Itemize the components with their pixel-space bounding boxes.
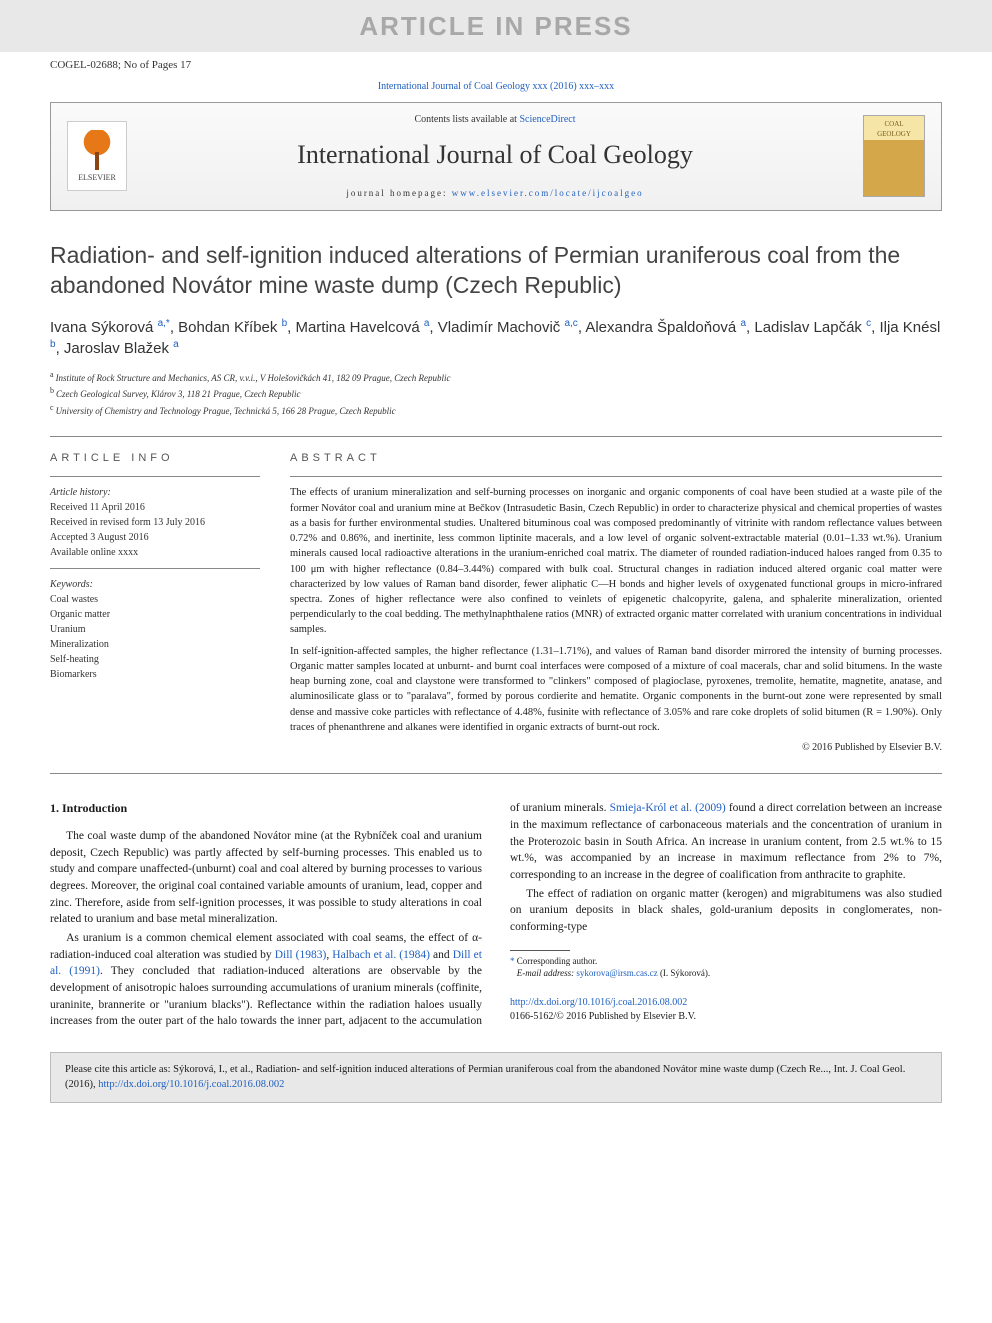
keyword-item: Biomarkers [50,667,260,682]
keyword-item: Organic matter [50,607,260,622]
affiliation-line: a Institute of Rock Structure and Mechan… [50,369,942,386]
corr-label: Corresponding author. [517,956,598,966]
abstract-copyright: © 2016 Published by Elsevier B.V. [290,741,942,756]
author-affiliation-marker: a [424,318,430,329]
elsevier-logo-label: ELSEVIER [78,172,116,183]
doi-link[interactable]: http://dx.doi.org/10.1016/j.coal.2016.08… [510,997,687,1008]
author-affiliation-marker: a [173,339,179,350]
cite-doi-link[interactable]: http://dx.doi.org/10.1016/j.coal.2016.08… [98,1079,284,1090]
journal-reference-link[interactable]: International Journal of Coal Geology xx… [378,81,614,92]
author-affiliation-marker: a [740,318,746,329]
divider-top [50,436,942,437]
email-label: E-mail address: [517,968,574,978]
author-affiliation-marker: a,c [564,318,577,329]
intro-p3: The effect of radiation on organic matte… [510,886,942,936]
keyword-item: Coal wastes [50,592,260,607]
cite-halbach-1984[interactable]: Halbach et al. (1984) [332,949,430,961]
sciencedirect-link[interactable]: ScienceDirect [519,114,575,125]
abstract-text: The effects of uranium mineralization an… [290,485,942,755]
history-label: Article history: [50,485,260,500]
affiliation-line: c University of Chemistry and Technology… [50,402,942,419]
author-affiliation-marker: b [50,339,56,350]
journal-title: International Journal of Coal Geology [127,137,863,173]
keywords-label: Keywords: [50,577,260,592]
article-info-heading: ARTICLE INFO [50,451,260,466]
corresponding-author-footnote: * Corresponding author. E-mail address: … [510,955,942,980]
footnote-divider [510,950,570,951]
journal-header-box: ELSEVIER Contents lists available at Sci… [50,102,942,211]
author: Vladimír Machovič a,c [438,319,578,336]
abstract-p1: The effects of uranium mineralization an… [290,485,942,637]
keyword-item: Self-heating [50,652,260,667]
article-in-press-watermark: ARTICLE IN PRESS [0,0,992,52]
keyword-item: Mineralization [50,637,260,652]
journal-cover-thumbnail: COAL GEOLOGY [863,115,925,197]
intro-p1: The coal waste dump of the abandoned Nov… [50,828,482,928]
author-affiliation-marker: b [282,318,288,329]
cite-smieja-krol-2009[interactable]: Smieja-Król et al. (2009) [610,802,726,814]
history-online: Available online xxxx [50,545,260,560]
corr-star-icon: * [510,956,517,966]
article-id-line: COGEL-02688; No of Pages 17 [0,52,992,75]
elsevier-tree-icon [80,130,114,170]
intro-heading: 1. Introduction [50,800,482,817]
corr-email-name: (I. Sýkorová). [660,968,710,978]
issn-copyright-line: 0166-5162/© 2016 Published by Elsevier B… [510,1011,696,1022]
cover-line1: COAL [884,120,903,130]
history-received: Received 11 April 2016 [50,500,260,515]
author-affiliation-marker: c [866,318,871,329]
corresponding-star-icon: * [166,318,170,329]
homepage-link[interactable]: www.elsevier.com/locate/ijcoalgeo [452,188,644,198]
divider-bottom [50,773,942,774]
affiliation-line: b Czech Geological Survey, Klárov 3, 118… [50,385,942,402]
contents-available-line: Contents lists available at ScienceDirec… [127,113,863,127]
cite-dill-1983[interactable]: Dill (1983) [275,949,327,961]
affiliations-block: a Institute of Rock Structure and Mechan… [50,369,942,419]
article-history-block: Article history: Received 11 April 2016 … [50,485,260,569]
journal-homepage-line: journal homepage: www.elsevier.com/locat… [127,187,863,200]
header-center: Contents lists available at ScienceDirec… [127,113,863,200]
author: Martina Havelcová a [295,319,429,336]
history-revised: Received in revised form 13 July 2016 [50,515,260,530]
abstract-divider [290,476,942,477]
contents-prefix: Contents lists available at [414,114,519,125]
citation-box: Please cite this article as: Sýkorová, I… [50,1052,942,1103]
info-divider [50,476,260,477]
author: Ladislav Lapčák c [754,319,871,336]
keywords-block: Keywords: Coal wastesOrganic matterUrani… [50,577,260,682]
keyword-item: Uranium [50,622,260,637]
homepage-prefix: journal homepage: [346,188,451,198]
doi-block: http://dx.doi.org/10.1016/j.coal.2016.08… [510,996,942,1024]
author: Alexandra Špaldoňová a [585,319,746,336]
elsevier-logo: ELSEVIER [67,121,127,191]
corr-email-link[interactable]: sykorova@irsm.cas.cz [576,968,657,978]
journal-reference-line: International Journal of Coal Geology xx… [0,76,992,102]
author: Bohdan Kříbek b [178,319,287,336]
author: Ivana Sýkorová a,* [50,319,170,336]
authors-line: Ivana Sýkorová a,*, Bohdan Kříbek b, Mar… [50,317,942,359]
cover-line2: GEOLOGY [877,130,911,140]
abstract-p2: In self-ignition-affected samples, the h… [290,644,942,735]
author: Jaroslav Blažek a [64,340,179,357]
abstract-heading: ABSTRACT [290,451,942,466]
intro-p2-mid2: and [430,949,453,961]
article-title: Radiation- and self-ignition induced alt… [50,241,942,301]
history-accepted: Accepted 3 August 2016 [50,530,260,545]
author-affiliation-marker: a, [158,318,166,329]
